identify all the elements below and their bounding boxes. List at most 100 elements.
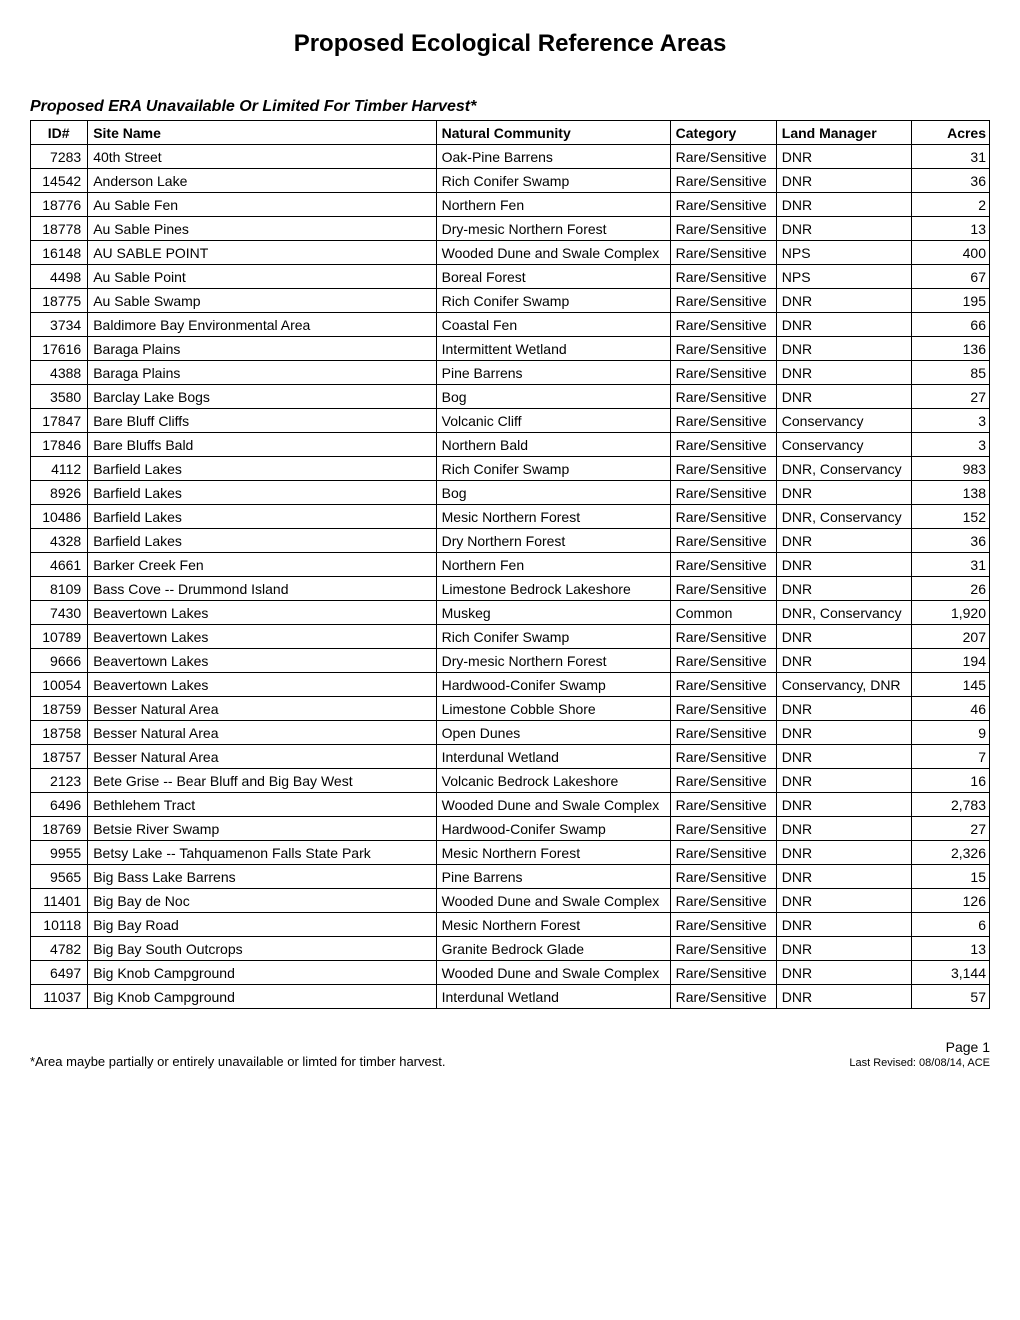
table-row: 18757Besser Natural AreaInterdunal Wetla…	[31, 745, 990, 769]
table-cell: Common	[670, 601, 776, 625]
table-cell: 152	[911, 505, 989, 529]
table-cell: Baraga Plains	[88, 361, 436, 385]
table-cell: Dry-mesic Northern Forest	[436, 649, 670, 673]
table-cell: Besser Natural Area	[88, 697, 436, 721]
table-cell: DNR	[776, 169, 911, 193]
table-cell: Big Knob Campground	[88, 985, 436, 1009]
table-cell: DNR, Conservancy	[776, 601, 911, 625]
table-cell: Rare/Sensitive	[670, 841, 776, 865]
col-header-site: Site Name	[88, 121, 436, 145]
table-cell: 85	[911, 361, 989, 385]
table-cell: Bete Grise -- Bear Bluff and Big Bay Wes…	[88, 769, 436, 793]
footnote-text: *Area maybe partially or entirely unavai…	[30, 1054, 445, 1069]
table-row: 18769Betsie River SwampHardwood-Conifer …	[31, 817, 990, 841]
table-cell: DNR	[776, 841, 911, 865]
table-cell: 17847	[31, 409, 88, 433]
table-cell: Volcanic Bedrock Lakeshore	[436, 769, 670, 793]
table-cell: Besser Natural Area	[88, 745, 436, 769]
table-cell: DNR	[776, 289, 911, 313]
table-cell: 4112	[31, 457, 88, 481]
table-row: 11401Big Bay de NocWooded Dune and Swale…	[31, 889, 990, 913]
table-cell: Rare/Sensitive	[670, 817, 776, 841]
table-cell: DNR	[776, 961, 911, 985]
table-row: 6497Big Knob CampgroundWooded Dune and S…	[31, 961, 990, 985]
table-row: 18778Au Sable PinesDry-mesic Northern Fo…	[31, 217, 990, 241]
table-cell: Bog	[436, 481, 670, 505]
table-cell: Rare/Sensitive	[670, 433, 776, 457]
table-cell: DNR	[776, 217, 911, 241]
table-cell: Northern Fen	[436, 193, 670, 217]
table-cell: Au Sable Pines	[88, 217, 436, 241]
table-cell: 3	[911, 409, 989, 433]
table-cell: 36	[911, 169, 989, 193]
table-cell: 6496	[31, 793, 88, 817]
table-row: 3734Baldimore Bay Environmental AreaCoas…	[31, 313, 990, 337]
table-row: 10789Beavertown LakesRich Conifer SwampR…	[31, 625, 990, 649]
table-cell: Rare/Sensitive	[670, 145, 776, 169]
table-cell: Rare/Sensitive	[670, 673, 776, 697]
table-cell: 18769	[31, 817, 88, 841]
table-cell: Beavertown Lakes	[88, 601, 436, 625]
table-row: 17847Bare Bluff CliffsVolcanic CliffRare…	[31, 409, 990, 433]
table-row: 14542Anderson LakeRich Conifer SwampRare…	[31, 169, 990, 193]
table-cell: AU SABLE POINT	[88, 241, 436, 265]
table-cell: Rare/Sensitive	[670, 889, 776, 913]
table-cell: Rare/Sensitive	[670, 913, 776, 937]
table-cell: Au Sable Point	[88, 265, 436, 289]
col-header-id: ID#	[31, 121, 88, 145]
table-cell: Rare/Sensitive	[670, 265, 776, 289]
table-cell: 14542	[31, 169, 88, 193]
table-cell: 9565	[31, 865, 88, 889]
table-cell: Dry Northern Forest	[436, 529, 670, 553]
table-cell: 27	[911, 385, 989, 409]
table-row: 2123Bete Grise -- Bear Bluff and Big Bay…	[31, 769, 990, 793]
table-cell: Granite Bedrock Glade	[436, 937, 670, 961]
table-cell: Rare/Sensitive	[670, 289, 776, 313]
table-row: 9955Betsy Lake -- Tahquamenon Falls Stat…	[31, 841, 990, 865]
table-cell: 46	[911, 697, 989, 721]
table-cell: Muskeg	[436, 601, 670, 625]
table-cell: 2123	[31, 769, 88, 793]
table-row: 4328Barfield LakesDry Northern ForestRar…	[31, 529, 990, 553]
table-cell: Oak-Pine Barrens	[436, 145, 670, 169]
table-cell: 31	[911, 553, 989, 577]
table-cell: Bog	[436, 385, 670, 409]
table-cell: 57	[911, 985, 989, 1009]
table-cell: 7283	[31, 145, 88, 169]
table-cell: Limestone Cobble Shore	[436, 697, 670, 721]
table-cell: 138	[911, 481, 989, 505]
col-header-acres: Acres	[911, 121, 989, 145]
table-cell: 4782	[31, 937, 88, 961]
table-cell: 9955	[31, 841, 88, 865]
table-row: 18758Besser Natural AreaOpen DunesRare/S…	[31, 721, 990, 745]
table-cell: Big Bay South Outcrops	[88, 937, 436, 961]
table-cell: Wooded Dune and Swale Complex	[436, 889, 670, 913]
table-cell: Barfield Lakes	[88, 505, 436, 529]
table-cell: Au Sable Fen	[88, 193, 436, 217]
table-cell: Big Bass Lake Barrens	[88, 865, 436, 889]
table-cell: 3580	[31, 385, 88, 409]
table-cell: DNR	[776, 937, 911, 961]
table-cell: 17616	[31, 337, 88, 361]
table-cell: DNR	[776, 385, 911, 409]
table-cell: Barker Creek Fen	[88, 553, 436, 577]
table-cell: Barclay Lake Bogs	[88, 385, 436, 409]
table-cell: Rare/Sensitive	[670, 769, 776, 793]
table-cell: Rich Conifer Swamp	[436, 169, 670, 193]
table-row: 4388Baraga PlainsPine BarrensRare/Sensit…	[31, 361, 990, 385]
table-cell: Rich Conifer Swamp	[436, 457, 670, 481]
table-cell: DNR	[776, 745, 911, 769]
table-cell: Anderson Lake	[88, 169, 436, 193]
table-cell: Rare/Sensitive	[670, 985, 776, 1009]
table-row: 10486Barfield LakesMesic Northern Forest…	[31, 505, 990, 529]
table-cell: 2	[911, 193, 989, 217]
table-cell: Baldimore Bay Environmental Area	[88, 313, 436, 337]
table-row: 9565Big Bass Lake BarrensPine BarrensRar…	[31, 865, 990, 889]
table-cell: 31	[911, 145, 989, 169]
table-cell: Rare/Sensitive	[670, 529, 776, 553]
table-cell: Bass Cove -- Drummond Island	[88, 577, 436, 601]
table-cell: 194	[911, 649, 989, 673]
last-revised: Last Revised: 08/08/14, ACE	[849, 1057, 990, 1069]
table-cell: 2,326	[911, 841, 989, 865]
table-cell: Rare/Sensitive	[670, 241, 776, 265]
